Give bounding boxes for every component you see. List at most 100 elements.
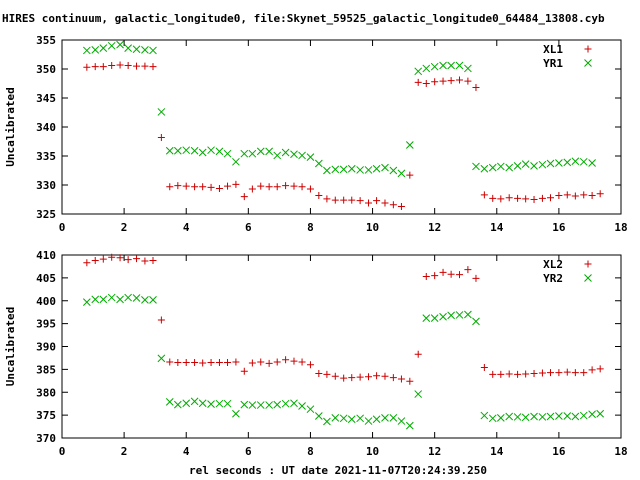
- y-tick-label: 330: [36, 179, 56, 192]
- data-point: [331, 196, 339, 204]
- legend-marker: [584, 274, 592, 282]
- data-point: [265, 183, 273, 191]
- data-point: [99, 255, 107, 263]
- x-tick-label: 10: [366, 221, 379, 234]
- data-point: [298, 402, 306, 410]
- data-point: [124, 44, 133, 52]
- data-point: [314, 412, 323, 420]
- data-point: [414, 67, 423, 76]
- data-point: [306, 361, 314, 369]
- x-tick-label: 16: [552, 445, 566, 458]
- x-tick-label: 18: [614, 445, 627, 458]
- x-axis-label: rel seconds : UT date 2021-11-07T20:24:3…: [189, 464, 487, 477]
- data-point: [141, 46, 149, 54]
- data-point: [530, 196, 538, 203]
- data-point: [546, 159, 555, 168]
- x-tick-label: 2: [121, 445, 128, 458]
- data-point: [389, 201, 397, 209]
- data-point: [439, 61, 447, 70]
- data-point: [364, 166, 373, 174]
- data-point: [414, 390, 423, 398]
- data-point: [331, 414, 340, 422]
- data-point: [347, 415, 356, 424]
- data-point: [389, 374, 397, 382]
- x-tick-label: 8: [307, 445, 314, 458]
- data-point: [116, 254, 124, 262]
- data-point: [339, 414, 348, 423]
- legend-marker: [584, 59, 592, 67]
- data-point: [182, 399, 191, 408]
- data-point: [489, 194, 497, 202]
- data-point: [339, 165, 348, 174]
- data-point: [306, 153, 315, 162]
- data-point: [555, 159, 563, 167]
- data-point: [521, 413, 530, 422]
- panel-1: 0 2 4 6 8 10 12 14 16 18 325 330 335 340 345 350 355 Unca…: [4, 34, 628, 234]
- data-point: [538, 369, 546, 377]
- data-point: [348, 374, 356, 382]
- data-point: [91, 46, 100, 54]
- data-point: [406, 171, 414, 179]
- y-tick-label: 390: [36, 341, 56, 354]
- data-point: [430, 62, 439, 71]
- data-point: [472, 317, 480, 326]
- data-point: [447, 311, 455, 320]
- data-point: [405, 141, 414, 149]
- data-point: [99, 44, 108, 52]
- data-point: [480, 164, 489, 173]
- data-point: [447, 77, 455, 85]
- data-point: [91, 256, 99, 264]
- data-point: [306, 185, 314, 193]
- data-point: [405, 421, 414, 430]
- data-point: [488, 163, 497, 172]
- x-tick-label: 16: [552, 221, 566, 234]
- data-point: [488, 414, 497, 423]
- data-point: [381, 414, 389, 422]
- data-point: [191, 183, 199, 191]
- x-tick-label: 14: [490, 221, 504, 234]
- data-point: [497, 195, 505, 203]
- data-point: [91, 63, 99, 71]
- data-point: [240, 367, 248, 375]
- data-point: [323, 166, 331, 175]
- data-point: [315, 369, 323, 377]
- data-point: [323, 417, 331, 426]
- panels-group: 0 2 4 6 8 10 12 14 16 18 325 330 335 340 345 350 355 Unca…: [4, 34, 628, 458]
- data-point: [464, 64, 472, 73]
- data-point: [514, 194, 522, 202]
- data-point: [505, 370, 513, 378]
- data-point: [207, 146, 215, 155]
- data-point: [522, 195, 530, 203]
- data-point: [372, 415, 381, 424]
- y-tick-label: 355: [36, 34, 56, 47]
- legend-label: XL2: [543, 258, 563, 271]
- x-tick-label: 0: [59, 221, 66, 234]
- data-point: [248, 401, 257, 409]
- data-point: [149, 256, 157, 264]
- data-point: [472, 162, 480, 171]
- data-point: [265, 401, 273, 409]
- data-point: [431, 272, 439, 280]
- data-point: [397, 169, 406, 178]
- y-axis-label: Uncalibrated: [4, 87, 17, 166]
- data-point: [397, 375, 405, 383]
- data-point: [215, 359, 223, 367]
- data-point: [198, 399, 207, 408]
- data-point: [356, 166, 364, 174]
- data-point: [431, 78, 439, 86]
- data-point: [248, 185, 256, 193]
- plot-frame: [61, 254, 622, 439]
- data-point: [298, 358, 306, 366]
- data-point: [496, 414, 505, 422]
- data-point: [83, 259, 91, 267]
- data-point: [422, 314, 431, 322]
- data-point: [397, 202, 405, 210]
- data-point: [132, 45, 141, 54]
- data-point: [290, 357, 298, 365]
- data-point: [480, 364, 488, 372]
- data-point: [365, 373, 373, 381]
- data-point: [373, 197, 381, 205]
- data-point: [596, 409, 605, 418]
- data-point: [365, 199, 373, 207]
- data-point: [356, 197, 364, 205]
